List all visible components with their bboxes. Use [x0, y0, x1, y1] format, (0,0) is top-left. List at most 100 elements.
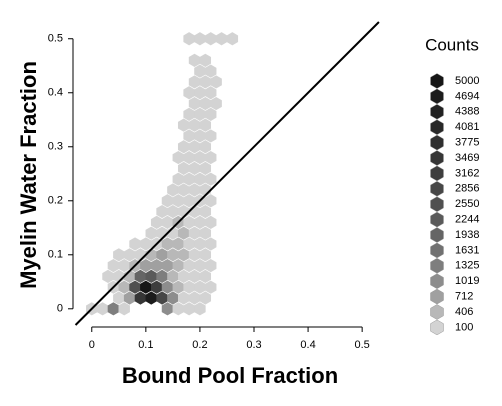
hex-cell	[167, 204, 179, 219]
hex-cell	[177, 226, 190, 240]
hex-cell	[199, 161, 212, 175]
hex-cell	[113, 248, 125, 262]
hex-cell	[183, 32, 195, 46]
hex-cell	[167, 183, 179, 197]
hex-cell	[205, 194, 217, 208]
hex-cell	[145, 291, 157, 305]
hex-cell	[156, 204, 168, 219]
hex-cell	[183, 302, 195, 316]
hex-cell	[161, 237, 174, 251]
hex-cell	[205, 280, 217, 294]
hex-cell	[145, 269, 157, 283]
y-tick-label: 0.1	[48, 249, 63, 261]
x-tick-label: 0.4	[300, 339, 315, 351]
hex-cell	[107, 258, 120, 273]
legend-label: 4694	[455, 90, 479, 102]
hex-cell	[172, 302, 184, 316]
legend-label: 1938	[455, 229, 479, 241]
hex-cell	[210, 75, 222, 89]
hex-cell	[205, 215, 217, 229]
hex-cell	[188, 75, 201, 89]
hex-cell	[226, 32, 239, 46]
hex-cell	[140, 237, 152, 251]
legend-swatch	[430, 134, 444, 151]
hex-cell	[194, 86, 206, 100]
hex-cell	[199, 118, 212, 132]
hex-cell	[161, 302, 174, 316]
hex-cell	[129, 237, 141, 251]
y-tick-label: 0.2	[48, 195, 63, 207]
hex-cell	[183, 150, 195, 165]
legend-swatch	[430, 273, 444, 289]
y-tick-label: 0.3	[48, 141, 63, 153]
legend-swatch	[430, 288, 444, 305]
hex-cell	[134, 269, 147, 283]
hex-cell	[194, 107, 206, 121]
legend-swatch	[430, 73, 444, 89]
y-tick-label: 0	[57, 303, 63, 315]
hex-cell	[161, 194, 174, 208]
legend-label: 3162	[455, 167, 479, 179]
hex-cell	[188, 226, 201, 240]
legend-label: 3775	[455, 137, 479, 149]
hex-cell	[183, 129, 195, 143]
hex-cell	[177, 291, 190, 305]
hex-cell	[194, 129, 206, 143]
hex-cell	[177, 118, 190, 132]
x-tick-label: 0.1	[138, 339, 153, 351]
hex-cell	[188, 161, 201, 175]
hex-cell	[188, 248, 201, 262]
x-tick-label: 0.5	[355, 339, 370, 351]
legend-label: 712	[455, 291, 473, 303]
hex-cell	[156, 291, 168, 305]
hex-cell	[172, 172, 184, 186]
hex-cell	[183, 86, 195, 100]
legend-label: 100	[455, 321, 473, 333]
legend-label: 4388	[455, 106, 479, 118]
y-tick-label: 0.5	[48, 33, 63, 45]
hex-cell	[150, 215, 163, 229]
hex-cell	[150, 258, 163, 273]
hex-cell	[205, 172, 217, 186]
legend-swatch	[430, 104, 444, 120]
hex-cell	[161, 280, 174, 294]
hex-cell	[205, 258, 217, 273]
x-axis-title: Bound Pool Fraction	[122, 363, 338, 388]
hex-cell	[172, 194, 184, 208]
hex-cell	[205, 107, 217, 121]
legend-swatch	[430, 258, 444, 274]
legend-swatch	[430, 88, 444, 105]
hex-cell	[199, 140, 212, 154]
legend-title: Counts	[425, 35, 479, 54]
legend-label: 2856	[455, 183, 479, 195]
hex-cell	[188, 118, 201, 132]
hex-cell	[199, 53, 212, 67]
hex-cell	[156, 248, 168, 262]
hex-cell	[199, 75, 212, 89]
hex-cell	[123, 248, 136, 262]
hex-cell	[118, 302, 130, 316]
legend-label: 1631	[455, 244, 479, 256]
legend-label: 1325	[455, 260, 479, 272]
legend-swatch	[430, 304, 444, 320]
hex-cell	[199, 248, 212, 262]
hex-cell	[177, 161, 190, 175]
hex-cell	[205, 86, 217, 100]
legend-swatch	[430, 119, 444, 135]
hex-cell	[145, 226, 157, 240]
identity-line	[74, 21, 380, 326]
hex-cell	[177, 140, 190, 154]
hex-cell	[167, 248, 179, 262]
hex-cell	[188, 140, 201, 154]
legend-label: 2244	[455, 214, 479, 226]
legend-swatch	[430, 150, 444, 166]
legend-label: 1019	[455, 275, 479, 287]
hex-cell	[199, 291, 212, 305]
legend-swatch	[430, 181, 444, 197]
hex-cell	[183, 107, 195, 121]
hex-cell	[188, 96, 201, 111]
hex-cell	[183, 215, 195, 229]
hex-cell	[194, 237, 206, 251]
legend-swatch	[430, 196, 444, 212]
